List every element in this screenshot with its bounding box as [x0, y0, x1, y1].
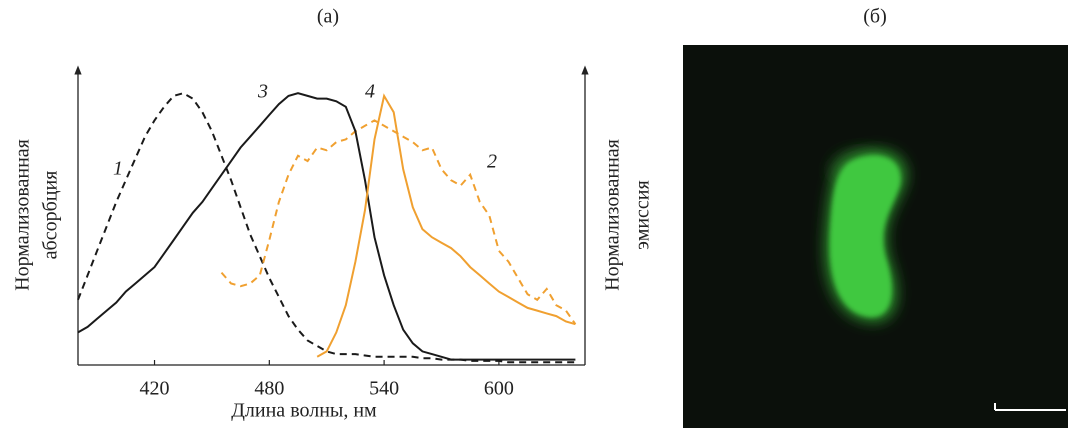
- chart: Длина волны, нм Нормализованная абсорбци…: [12, 65, 654, 422]
- cell: [829, 155, 901, 318]
- y2-axis-label: эмиссия: [632, 180, 654, 249]
- series-label: 4: [365, 81, 375, 103]
- series-line: [220, 119, 577, 325]
- x-tick-label: 420: [140, 378, 170, 400]
- image-title: (б): [863, 6, 887, 28]
- x-tick-label: 480: [254, 378, 284, 400]
- series-line: [316, 93, 576, 358]
- series-label: 1: [113, 158, 123, 180]
- x-axis-label: Длина волны, нм: [231, 400, 377, 422]
- series-label: 2: [487, 151, 497, 173]
- y-axis-label: Нормализованная: [12, 139, 34, 291]
- series-line: [77, 92, 576, 361]
- y2-axis-label: Нормализованная: [602, 139, 624, 291]
- series-label: 3: [257, 81, 268, 103]
- micrograph: [683, 45, 1068, 428]
- chart-title: (а): [317, 6, 339, 28]
- x-tick-label: 540: [369, 378, 399, 400]
- x-tick-label: 600: [484, 378, 514, 400]
- series-line: [77, 92, 576, 364]
- y-axis-label: абсорбция: [40, 171, 62, 260]
